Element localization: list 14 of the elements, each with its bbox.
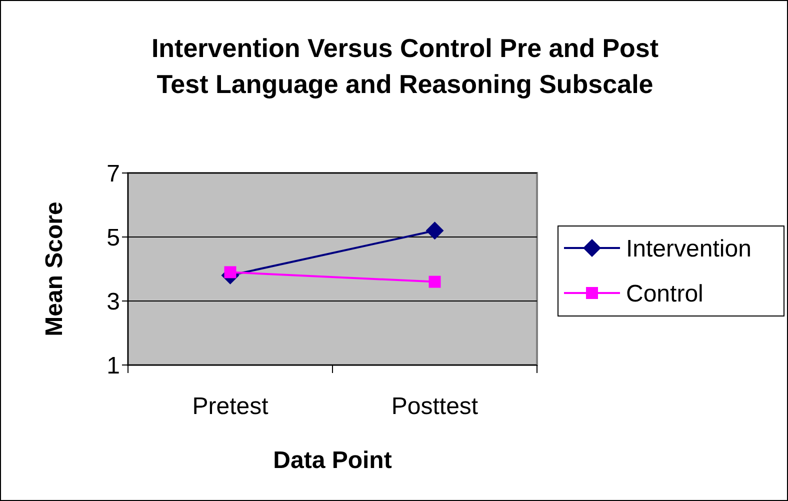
y-tick-label: 7 xyxy=(106,160,120,188)
legend-label: Control xyxy=(626,280,704,308)
point xyxy=(426,222,444,240)
legend-label: Intervention xyxy=(626,235,752,262)
y-axis-title: Mean Score xyxy=(41,202,68,336)
chart-title: Intervention Versus Control Pre and Post Test Language and Reasoning Subscale xyxy=(151,33,659,99)
y-tick-label: 5 xyxy=(106,224,120,252)
point xyxy=(428,276,441,288)
x-tick-label: Pretest xyxy=(192,393,269,420)
point xyxy=(224,266,236,278)
x-axis-title: Data Point xyxy=(273,447,392,474)
x-tick-label: Posttest xyxy=(391,393,478,420)
y-tick-label: 1 xyxy=(106,352,120,380)
y-tick-label: 3 xyxy=(106,288,120,316)
